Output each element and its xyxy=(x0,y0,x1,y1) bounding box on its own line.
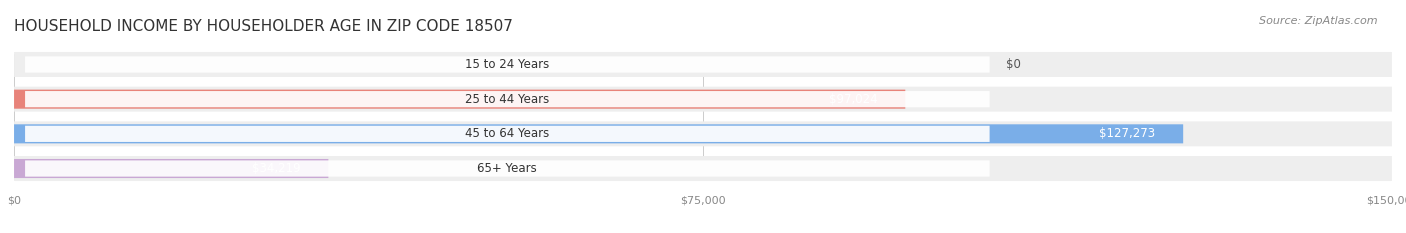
FancyBboxPatch shape xyxy=(14,159,329,178)
FancyBboxPatch shape xyxy=(25,126,990,142)
FancyBboxPatch shape xyxy=(14,156,1392,181)
Text: $0: $0 xyxy=(1007,58,1021,71)
FancyBboxPatch shape xyxy=(14,87,1392,112)
Text: 15 to 24 Years: 15 to 24 Years xyxy=(465,58,550,71)
Text: HOUSEHOLD INCOME BY HOUSEHOLDER AGE IN ZIP CODE 18507: HOUSEHOLD INCOME BY HOUSEHOLDER AGE IN Z… xyxy=(14,19,513,34)
Text: Source: ZipAtlas.com: Source: ZipAtlas.com xyxy=(1260,16,1378,26)
FancyBboxPatch shape xyxy=(14,52,1392,77)
Text: $97,024: $97,024 xyxy=(830,93,877,106)
Text: 25 to 44 Years: 25 to 44 Years xyxy=(465,93,550,106)
Text: $127,273: $127,273 xyxy=(1099,127,1156,140)
FancyBboxPatch shape xyxy=(14,90,905,109)
FancyBboxPatch shape xyxy=(25,160,990,177)
FancyBboxPatch shape xyxy=(25,91,990,107)
Text: 45 to 64 Years: 45 to 64 Years xyxy=(465,127,550,140)
Text: 65+ Years: 65+ Years xyxy=(478,162,537,175)
FancyBboxPatch shape xyxy=(14,124,1184,143)
FancyBboxPatch shape xyxy=(14,121,1392,146)
Text: $34,219: $34,219 xyxy=(252,162,301,175)
FancyBboxPatch shape xyxy=(25,56,990,73)
